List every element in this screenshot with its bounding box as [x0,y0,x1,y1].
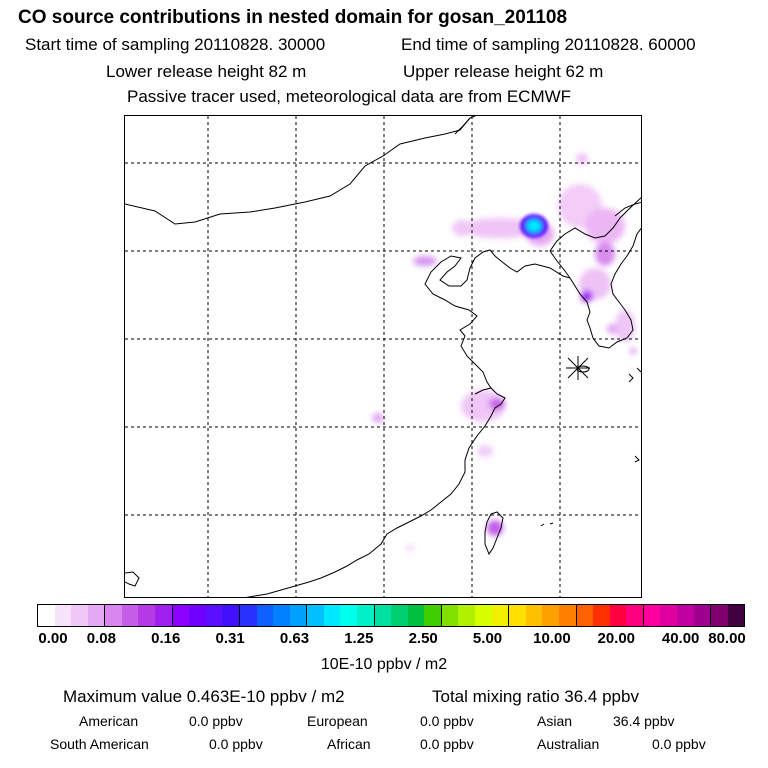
colorbar-swatch [105,605,122,626]
colorbar-swatch [441,605,459,626]
colorbar-swatch [71,605,88,626]
south-american-label: South American [50,736,149,752]
map-canvas [125,116,641,597]
colorbar-tick-label: 0.00 [38,630,68,647]
asian-value: 36.4 ppbv [613,713,675,729]
colorbar-swatch [391,605,408,626]
colorbar-swatch [676,605,694,626]
colorbar-swatch [576,605,594,626]
south-american-value: 0.0 ppbv [209,736,263,752]
start-time-label: Start time of sampling 20110828. 30000 [25,35,326,54]
colorbar-swatch [87,605,106,626]
colorbar-tick-label: 2.50 [408,630,438,647]
colorbar-swatch [340,605,357,626]
colorbar-swatch [693,605,712,626]
max-value-label: Maximum value 0.463E-10 ppbv / m2 [63,687,345,706]
colorbar-tick-label: 40.00 [661,630,700,647]
colorbar-swatch [626,605,644,626]
colorbar-swatch [593,605,610,626]
asian-label: Asian [537,713,573,729]
colorbar-tick-label: 5.00 [472,630,503,647]
colorbar-swatch [273,605,290,626]
colorbar-swatch [256,605,274,626]
african-value: 0.0 ppbv [420,736,474,752]
colorbar-tick-label: 0.31 [215,630,245,647]
coastlines [125,116,641,597]
colorbar-tick-label: 20.00 [597,630,636,647]
colorbar-swatch [205,605,223,626]
upper-height-label: Upper release height 62 m [403,62,604,81]
colorbar-swatch [727,605,745,626]
colorbar-swatch [121,605,139,626]
end-time-label: End time of sampling 20110828. 60000 [401,35,696,54]
colorbar-swatch [239,605,257,626]
colorbar-swatch [307,605,324,626]
colorbar-swatch [424,605,442,626]
colorbar-swatch [643,605,661,626]
graticule [125,116,641,597]
colorbar-swatch [356,605,375,626]
colorbar-swatch [609,605,627,626]
colorbar-swatch [558,605,577,626]
african-label: African [327,736,371,752]
colorbar-swatch [222,605,240,626]
concentration-field [372,153,636,551]
colorbar-swatch [374,605,392,626]
colorbar-tick-label: 0.16 [151,630,181,647]
european-value: 0.0 ppbv [420,713,474,729]
colorbar-tick-label: 10.00 [533,630,571,647]
colorbar-swatch [172,605,190,626]
colorbar-unit-label: 10E-10 ppbv / m2 [320,656,448,673]
colorbar-tick-label: 80.00 [708,630,746,647]
colorbar-swatch [289,605,308,626]
colorbar-swatch [189,605,206,626]
colorbar-tick-label: 1.25 [344,630,374,647]
receptor-marker [566,356,590,380]
colorbar-swatch [458,605,476,626]
colorbar-swatch [155,605,173,626]
colorbar [37,604,745,627]
colorbar-swatch [491,605,510,626]
colorbar-swatch [475,605,492,626]
american-label: American [79,713,139,729]
colorbar-swatch [138,605,156,626]
map-panel [124,115,642,598]
australian-value: 0.0 ppbv [652,736,706,752]
lower-height-label: Lower release height 82 m [106,62,307,81]
colorbar-swatch [542,605,559,626]
colorbar-swatch [54,605,72,626]
map-title: CO source contributions in nested domain… [18,7,568,28]
tracer-note: Passive tracer used, meteorological data… [127,87,572,106]
australian-label: Australian [537,736,600,752]
total-mixing-label: Total mixing ratio 36.4 ppbv [432,687,639,706]
colorbar-tick-label: 0.08 [86,630,116,647]
colorbar-swatch [407,605,425,626]
colorbar-swatch [38,605,55,626]
colorbar-swatch [323,605,341,626]
colorbar-tick-label: 0.63 [279,630,310,647]
colorbar-swatch [509,605,526,626]
colorbar-swatch [525,605,543,626]
colorbar-swatch [711,605,728,626]
american-value: 0.0 ppbv [189,713,243,729]
colorbar-swatch [660,605,677,626]
european-label: European [307,713,368,729]
